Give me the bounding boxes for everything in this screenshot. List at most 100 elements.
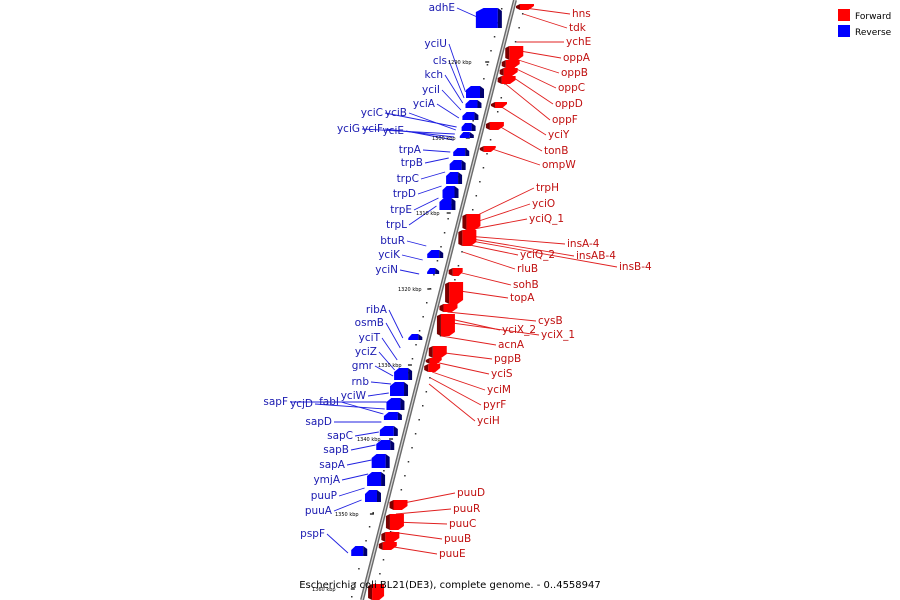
leader-line (424, 157, 449, 164)
forward-gene-glyph (497, 76, 516, 84)
gene-body (503, 68, 518, 76)
reverse-gene-glyph (465, 100, 482, 108)
gene-label-ycic: yciC (361, 107, 383, 119)
axis-dot (368, 526, 371, 528)
gene-body (429, 358, 442, 364)
gene-label-ycix-2: yciX_2 (502, 324, 536, 336)
reverse-gene-glyph (439, 198, 456, 210)
gene-label-ycik: yciK (378, 249, 401, 261)
axis-dot (418, 330, 421, 332)
leader-line (448, 43, 466, 93)
gene-body (443, 304, 458, 312)
gene-label-oppf: oppF (552, 114, 578, 126)
gene-label-oppc: oppC (558, 82, 585, 94)
gene-side (454, 186, 459, 198)
kbp-tick-label: 1300 kbp (432, 136, 456, 142)
gene-label-ycif: yciF (362, 123, 383, 135)
axis-dot (483, 78, 485, 80)
gene-label-oppd: oppD (555, 98, 583, 110)
leader-line (395, 508, 452, 515)
axis-dot (471, 209, 474, 211)
gene-label-ycig: yciG (337, 123, 360, 135)
axis-dot (490, 50, 492, 52)
gene-body (494, 102, 507, 108)
gene-body (475, 8, 498, 28)
gene-body (389, 514, 404, 530)
gene-label-ycii: yciI (422, 84, 440, 96)
gene-label-kch: kch (424, 69, 443, 81)
kbp-tick-label: 1350 kbp (335, 512, 359, 518)
gene-label-hns: hns (572, 8, 591, 20)
axis-dot (411, 447, 413, 449)
leader-line (505, 83, 551, 121)
genome-axis (360, 0, 517, 600)
gene-label-pyrf: pyrF (483, 399, 506, 411)
axis-dot (382, 559, 385, 561)
gene-label-ymja: ymjA (313, 474, 340, 486)
leader-line (374, 365, 394, 377)
gene-label-insab-4: insAB-4 (576, 250, 616, 262)
gene-body (466, 214, 481, 230)
gene-side (428, 346, 433, 358)
gene-label-puud: puuD (457, 487, 485, 499)
gene-label-trpl: trpL (386, 219, 407, 231)
leader-line (338, 487, 365, 497)
leader-line (444, 321, 540, 336)
gene-label-pgpb: pgpB (494, 353, 521, 365)
gene-side (385, 454, 390, 468)
axis-dot (489, 139, 492, 141)
gene-side (390, 440, 395, 450)
reverse-gene-glyph (459, 132, 474, 138)
forward-gene-glyph (501, 60, 520, 68)
gene-side (445, 282, 450, 304)
legend: Forward Reverse (838, 9, 892, 38)
gene-label-yciq-2: yciQ_2 (520, 249, 555, 261)
gene-label-osmb: osmB (355, 317, 384, 329)
reverse-gene-glyph (376, 440, 395, 450)
gene-side (461, 160, 466, 170)
gene-side (385, 514, 390, 530)
axis-dot (447, 218, 449, 220)
axis-dot (440, 246, 442, 248)
leader-line (448, 60, 465, 99)
gene-side (465, 148, 470, 156)
gene-side (418, 334, 423, 340)
gene-label-yciq-1: yciQ_1 (529, 213, 564, 225)
kbp-tick-label: 1330 kbp (378, 363, 402, 369)
axis-dot (414, 433, 417, 435)
axis-dot (422, 405, 424, 407)
gene-side (477, 100, 482, 108)
forward-gene-glyph (428, 346, 447, 358)
gene-label-sapa: sapA (319, 459, 346, 471)
leader-line (420, 171, 446, 180)
axis-dot (418, 419, 420, 421)
gene-label-ompw: ompW (542, 159, 576, 171)
gene-label-cysb: cysB (538, 315, 563, 327)
gene-body (452, 268, 463, 276)
gene-glyphs (351, 4, 534, 600)
gene-side (389, 500, 394, 510)
axis-dot (379, 573, 381, 575)
reverse-gene-glyph (466, 86, 485, 98)
gene-body (462, 230, 477, 246)
gene-body (449, 282, 464, 304)
gene-label-insa-4: insA-4 (567, 238, 600, 250)
gene-label-sapf: sapF (263, 396, 288, 408)
gene-label-puup: puuP (311, 490, 337, 502)
gene-body (364, 490, 377, 502)
gene-side (451, 198, 456, 210)
leader-line (385, 322, 401, 349)
reverse-gene-glyph (394, 368, 413, 380)
legend-reverse-label: Reverse (855, 28, 892, 38)
gene-label-yche: ychE (566, 36, 591, 48)
leader-line (413, 197, 439, 211)
gene-side (425, 358, 430, 364)
gene-side (376, 490, 381, 502)
gene-label-puuc: puuC (449, 518, 476, 530)
gene-body (427, 250, 440, 258)
gene-side (458, 172, 463, 184)
gene-body (376, 440, 391, 450)
gene-side (435, 268, 440, 274)
axis-dot (400, 489, 403, 491)
axis-dot (415, 344, 417, 346)
